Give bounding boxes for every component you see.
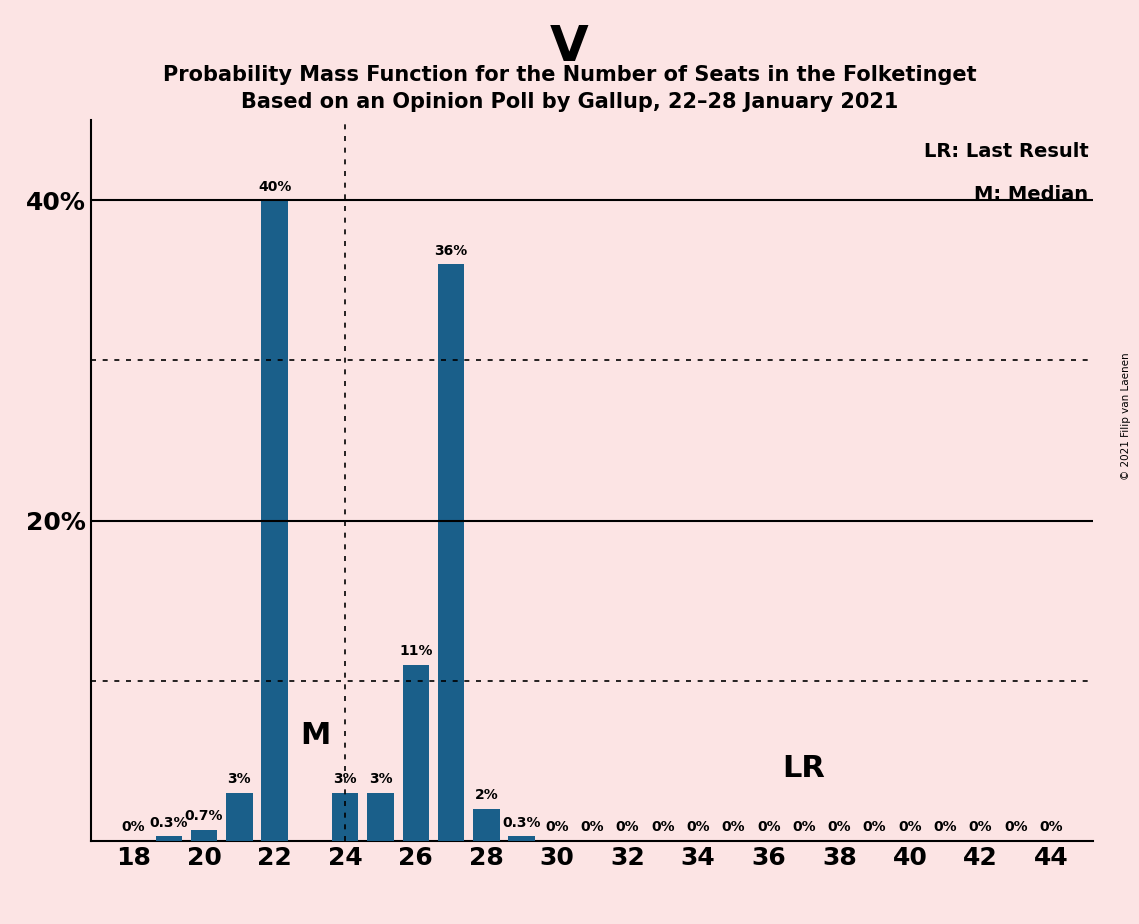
- Text: LR: LR: [782, 754, 826, 784]
- Text: 0%: 0%: [616, 821, 639, 834]
- Bar: [508, 836, 535, 841]
- Bar: [227, 793, 253, 841]
- Text: Probability Mass Function for the Number of Seats in the Folketinget: Probability Mass Function for the Number…: [163, 65, 976, 85]
- Text: 0%: 0%: [722, 821, 745, 834]
- Text: © 2021 Filip van Laenen: © 2021 Filip van Laenen: [1121, 352, 1131, 480]
- Bar: [367, 793, 394, 841]
- Text: V: V: [550, 23, 589, 71]
- Text: 0%: 0%: [899, 821, 921, 834]
- Bar: [191, 830, 218, 841]
- Text: 0%: 0%: [1039, 821, 1063, 834]
- Text: 3%: 3%: [228, 772, 252, 786]
- Text: 0%: 0%: [122, 821, 146, 834]
- Text: M: M: [301, 721, 331, 749]
- Text: Based on an Opinion Poll by Gallup, 22–28 January 2021: Based on an Opinion Poll by Gallup, 22–2…: [240, 92, 899, 113]
- Bar: [473, 808, 500, 841]
- Bar: [156, 836, 182, 841]
- Text: 11%: 11%: [399, 644, 433, 658]
- Text: 0%: 0%: [828, 821, 851, 834]
- Bar: [262, 201, 288, 841]
- Text: 0%: 0%: [793, 821, 816, 834]
- Text: 0.7%: 0.7%: [185, 809, 223, 823]
- Text: 0%: 0%: [863, 821, 886, 834]
- Text: 0.3%: 0.3%: [502, 816, 541, 830]
- Bar: [437, 264, 465, 841]
- Bar: [402, 664, 429, 841]
- Text: 0%: 0%: [757, 821, 780, 834]
- Text: 2%: 2%: [475, 788, 498, 802]
- Text: 0.3%: 0.3%: [149, 816, 188, 830]
- Text: 0%: 0%: [933, 821, 957, 834]
- Text: 0%: 0%: [687, 821, 710, 834]
- Text: 40%: 40%: [257, 180, 292, 194]
- Text: 0%: 0%: [968, 821, 992, 834]
- Text: 36%: 36%: [434, 244, 468, 258]
- Bar: [331, 793, 359, 841]
- Text: 0%: 0%: [546, 821, 568, 834]
- Text: 0%: 0%: [1003, 821, 1027, 834]
- Text: 3%: 3%: [334, 772, 357, 786]
- Text: M: Median: M: Median: [974, 185, 1089, 204]
- Text: 0%: 0%: [652, 821, 674, 834]
- Text: 0%: 0%: [581, 821, 604, 834]
- Text: LR: Last Result: LR: Last Result: [924, 141, 1089, 161]
- Text: 3%: 3%: [369, 772, 392, 786]
